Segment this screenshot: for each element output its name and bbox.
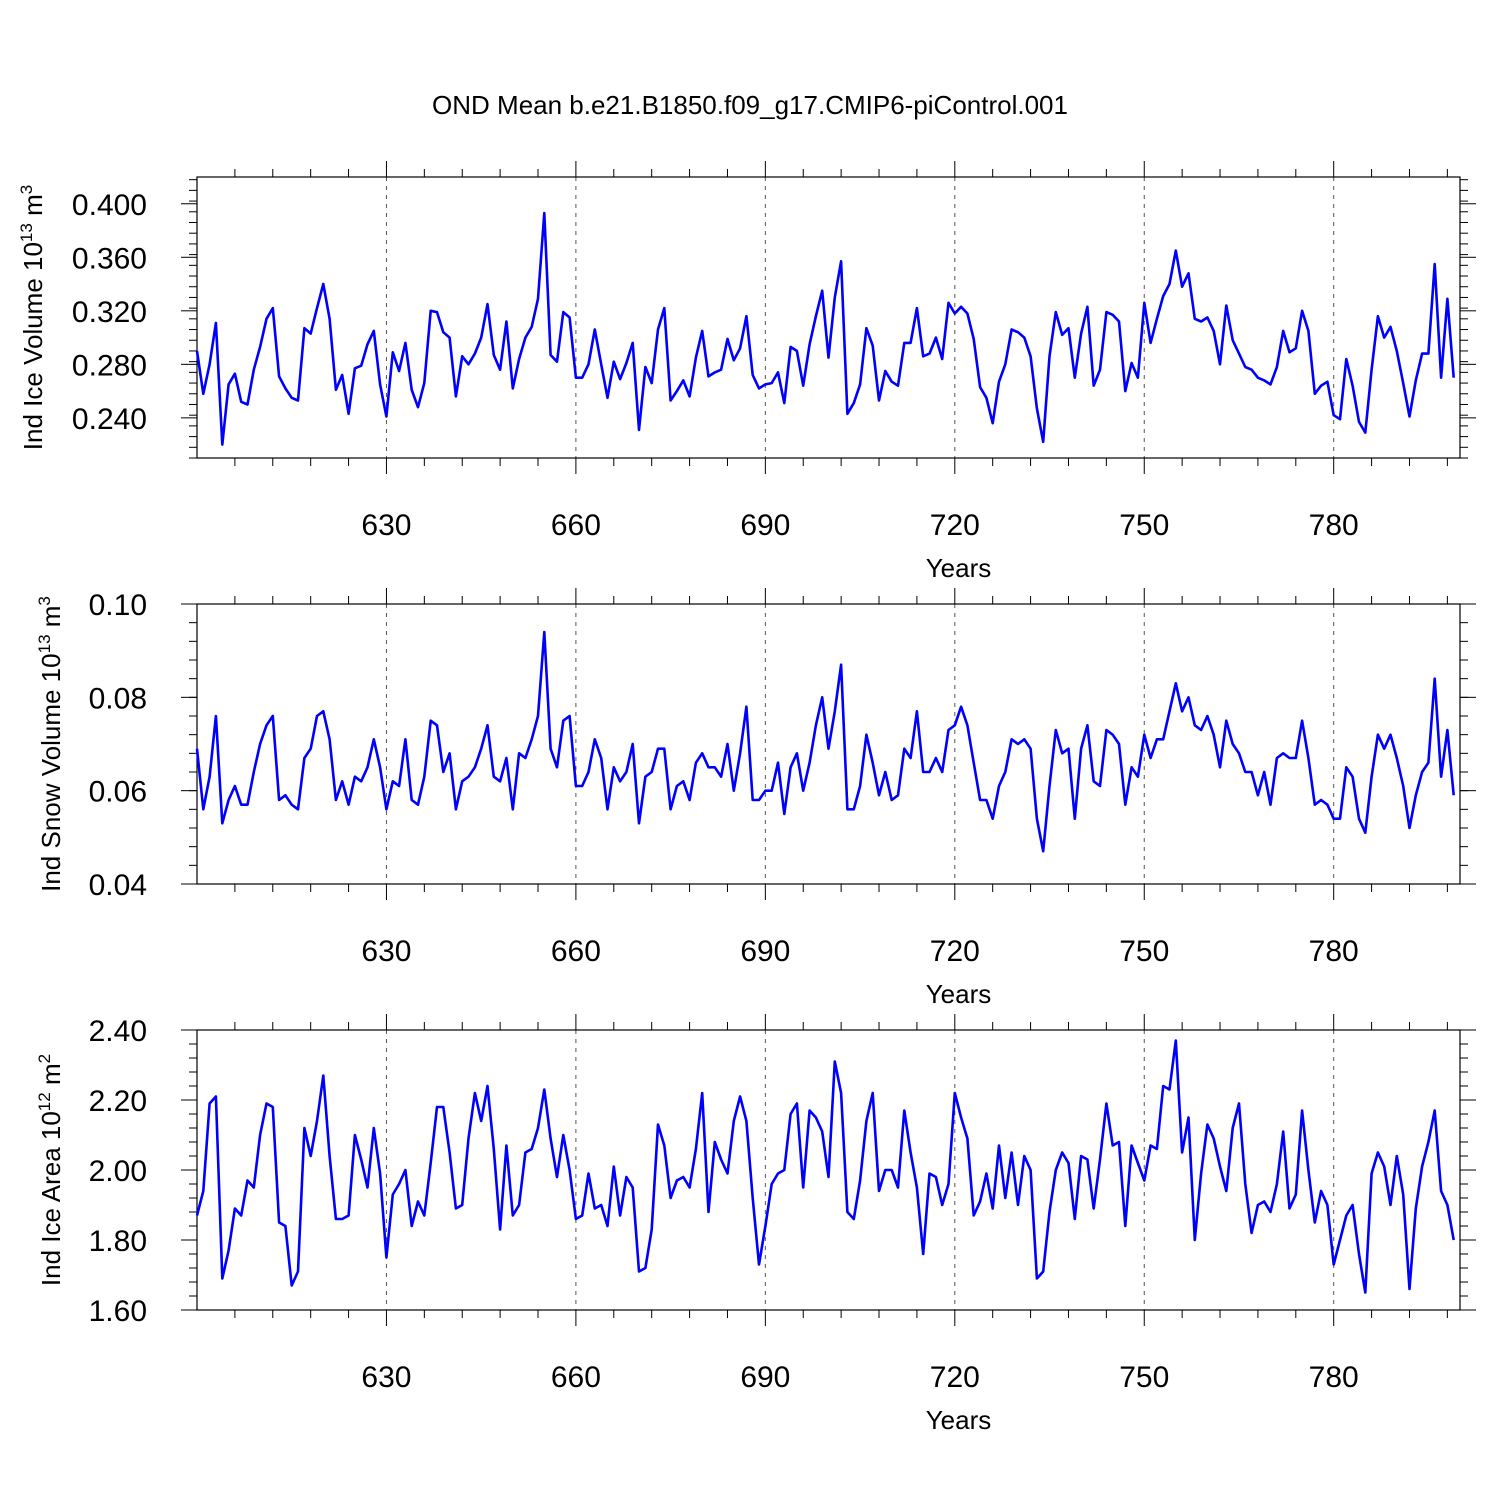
plot-frame bbox=[196, 603, 1461, 885]
y-tick-label: 0.400 bbox=[72, 189, 147, 222]
series-line-ice-volume bbox=[195, 211, 1455, 446]
x-tick-label: 780 bbox=[1309, 935, 1359, 968]
x-tick-label: 750 bbox=[1119, 1361, 1169, 1394]
y-tick-label: 0.04 bbox=[89, 869, 147, 902]
y-tick-label: 0.320 bbox=[72, 296, 147, 329]
y-tick-label: 1.60 bbox=[89, 1295, 147, 1328]
x-tick-label: 690 bbox=[740, 935, 790, 968]
x-tick-label: 630 bbox=[361, 509, 411, 542]
x-tick-label: 750 bbox=[1119, 935, 1169, 968]
x-tick-label: 690 bbox=[740, 1361, 790, 1394]
y-axis-title: Ind Ice Volume 1013 m3 bbox=[17, 185, 48, 450]
series-line-snow-volume bbox=[195, 630, 1455, 853]
x-tick-label: 780 bbox=[1309, 1361, 1359, 1394]
y-tick-label: 0.08 bbox=[89, 682, 147, 715]
y-tick-label: 0.10 bbox=[89, 589, 147, 622]
x-tick-label: 780 bbox=[1309, 509, 1359, 542]
y-tick-label: 2.40 bbox=[89, 1015, 147, 1048]
panel-ice-volume: 630 660 690 720 750 780 0.240 0.280 0.320 0.360 0.… bbox=[17, 161, 1476, 583]
x-tick-label: 720 bbox=[930, 935, 980, 968]
y-tick-label: 1.80 bbox=[89, 1225, 147, 1258]
panels: 630 660 690 720 750 780 0.240 0.280 0.320 0.360 0.… bbox=[17, 161, 1476, 1435]
x-axis-title: Years bbox=[926, 979, 992, 1009]
figure-title: OND Mean b.e21.B1850.f09_g17.CMIP6-piCon… bbox=[432, 90, 1068, 120]
x-tick-label: 660 bbox=[551, 509, 601, 542]
x-tick-label: 720 bbox=[930, 1361, 980, 1394]
y-axis-title: Ind Ice Area 1012 m2 bbox=[35, 1054, 66, 1286]
x-tick-label: 660 bbox=[551, 1361, 601, 1394]
y-tick-label: 2.00 bbox=[89, 1155, 147, 1188]
panel-ice-area: 630 660 690 720 750 780 1.60 1.80 2.00 2.20 2.40 Ye… bbox=[35, 1014, 1476, 1435]
y-tick-label: 0.240 bbox=[72, 403, 147, 436]
series-line-ice-area bbox=[195, 1039, 1455, 1294]
x-tick-label: 690 bbox=[740, 509, 790, 542]
y-tick-label: 2.20 bbox=[89, 1085, 147, 1118]
x-tick-label: 630 bbox=[361, 935, 411, 968]
y-tick-label: 0.360 bbox=[72, 242, 147, 275]
x-tick-label: 750 bbox=[1119, 509, 1169, 542]
x-tick-label: 630 bbox=[361, 1361, 411, 1394]
x-tick-label: 720 bbox=[930, 509, 980, 542]
y-axis-title: Ind Snow Volume 1013 m3 bbox=[35, 596, 66, 892]
y-tick-label: 0.280 bbox=[72, 349, 147, 382]
x-tick-label: 660 bbox=[551, 935, 601, 968]
plot-frame bbox=[196, 176, 1461, 459]
y-tick-label: 0.06 bbox=[89, 776, 147, 809]
x-axis-title: Years bbox=[926, 1405, 992, 1435]
x-axis-title: Years bbox=[926, 553, 992, 583]
panel-snow-volume: 630 660 690 720 750 780 0.04 0.06 0.08 0.10 Years I… bbox=[35, 588, 1476, 1009]
